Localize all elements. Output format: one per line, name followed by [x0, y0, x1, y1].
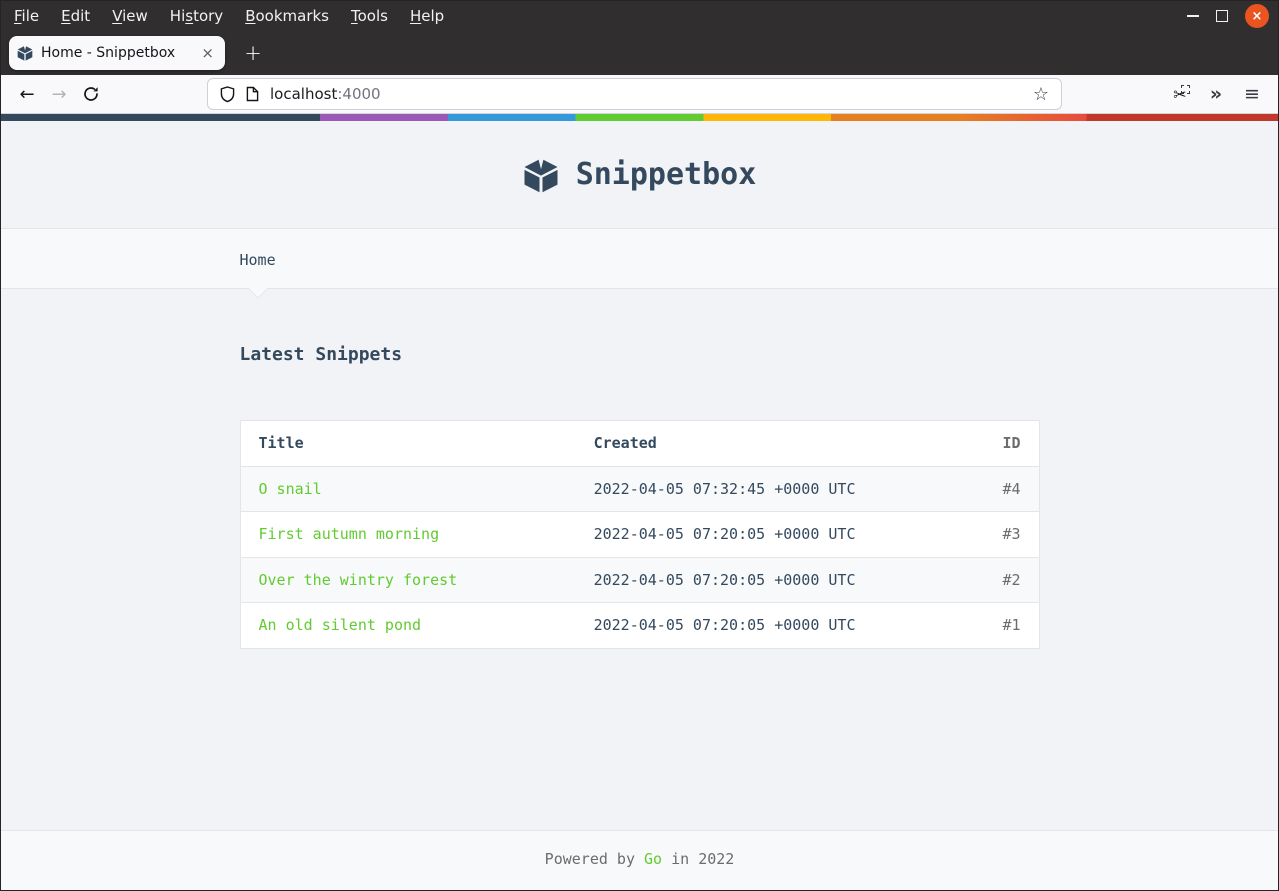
menu-bookmarks[interactable]: Bookmarks — [245, 7, 329, 25]
new-tab-button[interactable]: + — [244, 41, 262, 65]
snippet-title-cell: First autumn morning — [240, 512, 576, 558]
page-info-icon[interactable] — [246, 86, 259, 102]
menu-tools[interactable]: Tools — [351, 7, 388, 25]
maximize-icon — [1216, 10, 1228, 22]
table-row: An old silent pond 2022-04-05 07:20:05 +… — [240, 603, 1039, 649]
table-row: First autumn morning 2022-04-05 07:20:05… — [240, 512, 1039, 558]
navigation-toolbar: ← → localhost:4000 ☆ ✂ — [1, 75, 1278, 114]
snippets-table: Title Created ID O snail 2022-04-05 07:3… — [239, 420, 1040, 649]
tab-close-icon[interactable]: × — [201, 44, 214, 62]
snippet-created-cell: 2022-04-05 07:20:05 +0000 UTC — [593, 525, 856, 543]
footer-text: Powered by — [544, 850, 645, 868]
menu-help[interactable]: Help — [409, 7, 445, 25]
tab-home-snippetbox[interactable]: Home - Snippetbox × — [9, 36, 225, 70]
menu-items: File Edit View History Bookmarks Tools H… — [1, 7, 455, 25]
main-content: Latest Snippets Title Created ID O snail… — [1, 289, 1278, 830]
overflow-chevrons-icon[interactable]: » — [1209, 83, 1223, 105]
snippet-id-cell: #4 — [1002, 479, 1021, 498]
page-content: Snippetbox Home Latest Snippets Title Cr… — [1, 121, 1278, 890]
snippet-created-cell: 2022-04-05 07:20:05 +0000 UTC — [593, 570, 856, 589]
table-row: O snail 2022-04-05 07:32:45 +0000 UTC #4 — [240, 466, 1039, 512]
latest-snippets-heading: Latest Snippets — [239, 344, 403, 365]
footer-text: in 2022 — [662, 850, 735, 868]
snippet-title-cell: Over the wintry forest — [240, 557, 576, 603]
hamburger-menu-icon[interactable]: ≡ — [1244, 83, 1260, 105]
go-link[interactable]: Go — [644, 850, 663, 868]
site-title: Snippetbox — [575, 157, 757, 192]
snippet-link[interactable]: An old silent pond — [258, 616, 422, 634]
screenshot-icon[interactable]: ✂ — [1164, 79, 1196, 109]
minimize-button[interactable] — [1187, 15, 1199, 17]
snippetbox-logo-icon — [523, 156, 559, 194]
maximize-button[interactable] — [1216, 10, 1228, 22]
site-title-heading: Snippetbox — [523, 152, 757, 197]
back-button[interactable]: ← — [19, 83, 35, 105]
reload-icon — [84, 87, 98, 101]
window-controls: × — [1187, 4, 1278, 28]
reload-button[interactable] — [75, 79, 107, 109]
rainbow-accent-bar — [1, 114, 1278, 121]
snippet-title-cell: O snail — [240, 466, 576, 512]
url-text[interactable]: localhost:4000 — [270, 85, 381, 103]
forward-button[interactable]: → — [51, 83, 67, 105]
menu-history[interactable]: History — [169, 7, 224, 25]
menu-view[interactable]: View — [112, 7, 148, 25]
url-bar[interactable]: localhost:4000 ☆ — [207, 78, 1062, 110]
logo-link[interactable]: Snippetbox — [523, 152, 757, 197]
snippet-title-cell: An old silent pond — [240, 603, 576, 649]
snippet-link[interactable]: Over the wintry forest — [258, 570, 458, 589]
toolbar-right-tools: ✂ » ≡ — [1164, 79, 1268, 109]
column-header-created: Created — [593, 434, 657, 452]
snippet-created-cell: 2022-04-05 07:20:05 +0000 UTC — [593, 616, 856, 634]
snippet-created-cell: 2022-04-05 07:32:45 +0000 UTC — [593, 479, 856, 498]
shield-icon[interactable] — [220, 85, 235, 103]
close-icon: × — [1251, 8, 1263, 24]
snippet-id-cell: #2 — [1002, 570, 1021, 589]
menu-bar: File Edit View History Bookmarks Tools H… — [1, 1, 1278, 31]
snippet-link[interactable]: O snail — [258, 479, 322, 498]
snippet-link[interactable]: First autumn morning — [258, 525, 440, 543]
menu-file[interactable]: File — [14, 7, 40, 25]
dotted-selection-icon — [1181, 85, 1190, 94]
column-header-id: ID — [1002, 434, 1021, 452]
table-row: Over the wintry forest 2022-04-05 07:20:… — [240, 557, 1039, 603]
snippet-id-cell: #3 — [1002, 525, 1021, 543]
bookmark-star-icon[interactable]: ☆ — [1032, 83, 1049, 105]
snippet-id-cell: #1 — [1002, 616, 1021, 634]
site-nav: Home — [1, 228, 1278, 299]
column-header-title: Title — [258, 434, 304, 452]
tab-bar: Home - Snippetbox × + — [1, 31, 1278, 75]
menu-edit[interactable]: Edit — [61, 7, 91, 25]
tab-title: Home - Snippetbox — [41, 45, 176, 61]
snippetbox-favicon-icon — [17, 45, 33, 61]
close-window-button[interactable]: × — [1245, 4, 1269, 28]
minimize-icon — [1187, 15, 1199, 17]
site-footer: Powered by Go in 2022 — [1, 830, 1278, 890]
site-header: Snippetbox — [1, 121, 1278, 228]
nav-home-link[interactable]: Home — [240, 249, 276, 299]
table-header-row: Title Created ID — [240, 421, 1039, 466]
